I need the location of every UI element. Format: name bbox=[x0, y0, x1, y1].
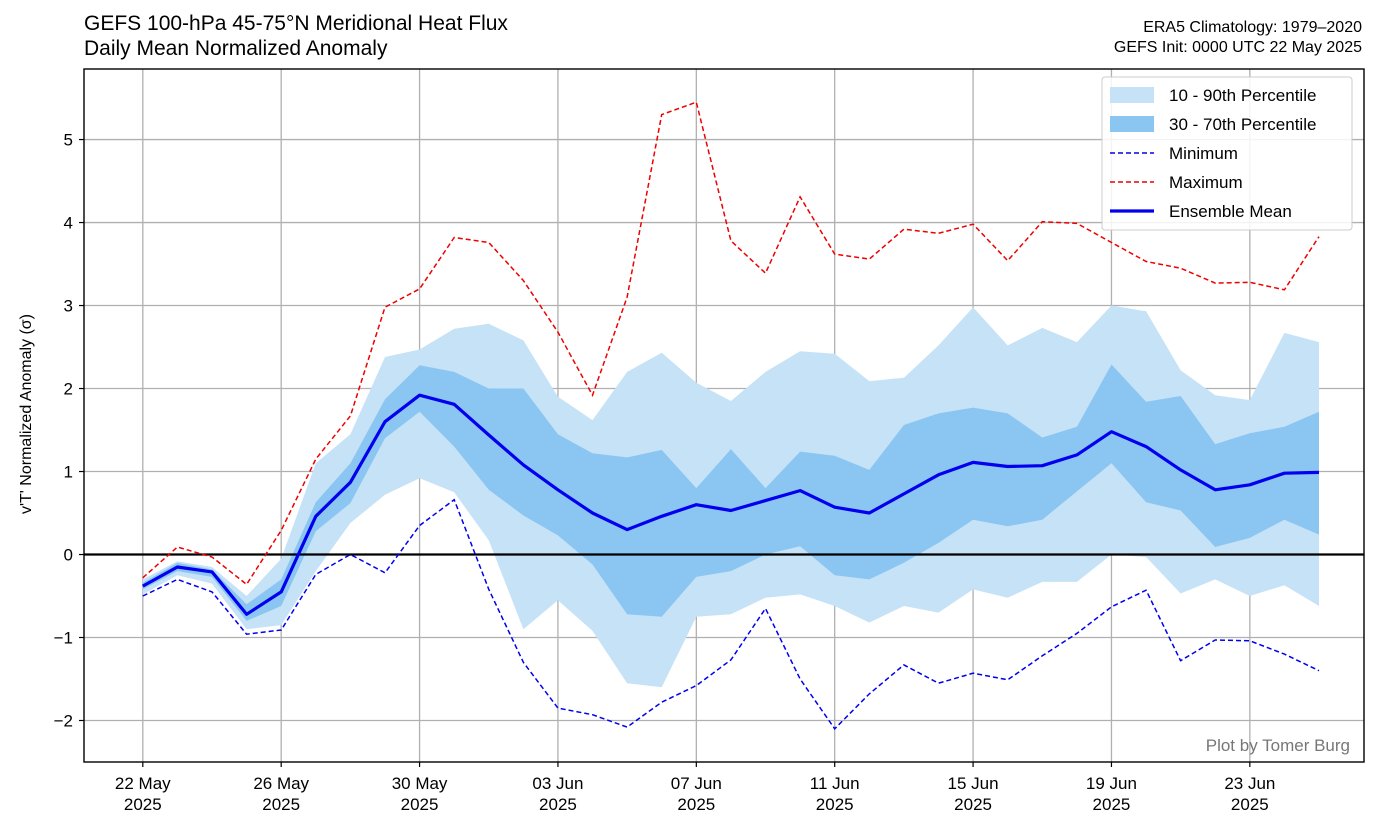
climatology-label: ERA5 Climatology: 1979–2020 bbox=[1143, 19, 1362, 36]
y-axis-label: v'T' Normalized Anomaly (σ) bbox=[18, 314, 35, 514]
x-tick-label: 30 May bbox=[392, 774, 448, 793]
series-lines bbox=[84, 101, 1364, 730]
x-tick-year-label: 2025 bbox=[954, 795, 992, 814]
legend-item-10-90-swatch bbox=[1110, 87, 1154, 103]
y-tick-label: 2 bbox=[64, 380, 73, 399]
x-tick-label: 11 Jun bbox=[810, 774, 860, 793]
legend-item-30-70-label: 30 - 70th Percentile bbox=[1169, 115, 1316, 134]
y-tick-label: 0 bbox=[64, 546, 73, 565]
x-tick-label: 22 May bbox=[115, 774, 171, 793]
y-tick-label: −2 bbox=[54, 712, 73, 731]
x-tick-year-label: 2025 bbox=[262, 795, 300, 814]
init-label: GEFS Init: 0000 UTC 22 May 2025 bbox=[1113, 39, 1362, 56]
x-tick-label: 26 May bbox=[253, 774, 309, 793]
legend-box bbox=[1101, 76, 1353, 231]
legend-item-maximum-label: Maximum bbox=[1169, 173, 1243, 192]
x-tick-label: 23 Jun bbox=[1224, 774, 1275, 793]
chart-title-block: GEFS 100-hPa 45-75°N Meridional Heat Flu… bbox=[84, 11, 508, 61]
x-tick-label: 19 Jun bbox=[1086, 774, 1137, 793]
maximum-line bbox=[142, 101, 1320, 586]
ensemble-mean-line bbox=[142, 393, 1320, 616]
y-tick-label: 1 bbox=[64, 463, 73, 482]
chart-meta-block: ERA5 Climatology: 1979–2020 GEFS Init: 0… bbox=[1114, 18, 1362, 58]
x-tick-year-label: 2025 bbox=[677, 795, 715, 814]
plot-frame bbox=[83, 68, 1365, 763]
y-tick-label: 4 bbox=[64, 214, 73, 233]
y-tick-label: 3 bbox=[64, 297, 73, 316]
legend-item-ensemble-mean-label: Ensemble Mean bbox=[1169, 202, 1292, 221]
x-tick-label: 15 Jun bbox=[948, 774, 999, 793]
x-tick-year-label: 2025 bbox=[124, 795, 162, 814]
credit-label: Plot by Tomer Burg bbox=[1206, 736, 1350, 755]
y-tick-label: 5 bbox=[64, 131, 73, 150]
x-tick-year-label: 2025 bbox=[1231, 795, 1269, 814]
legend-item-minimum-label: Minimum bbox=[1169, 144, 1238, 163]
legend-item-30-70-swatch bbox=[1110, 116, 1154, 132]
x-tick-year-label: 2025 bbox=[816, 795, 854, 814]
x-tick-label: 07 Jun bbox=[671, 774, 722, 793]
legend-item-10-90-label: 10 - 90th Percentile bbox=[1169, 86, 1316, 105]
minimum-line bbox=[142, 498, 1320, 730]
axes: −2 −1 0 1 2 3 4 5 22 May 2025 26 May 2025 30 May 2025… bbox=[54, 68, 1365, 814]
legend: 10 - 90th Percentile 30 - 70th Percentile… bbox=[1101, 76, 1353, 231]
percentile-bands bbox=[142, 305, 1319, 688]
x-tick-label: 03 Jun bbox=[532, 774, 583, 793]
x-tick-year-label: 2025 bbox=[401, 795, 439, 814]
x-tick-year-label: 2025 bbox=[1093, 795, 1131, 814]
band-30-70-percentile bbox=[142, 364, 1319, 621]
x-tick-year-label: 2025 bbox=[539, 795, 577, 814]
chart-subtitle: Daily Mean Normalized Anomaly bbox=[84, 37, 388, 60]
chart-title: GEFS 100-hPa 45-75°N Meridional Heat Flu… bbox=[84, 12, 508, 35]
y-tick-label: −1 bbox=[54, 629, 73, 648]
